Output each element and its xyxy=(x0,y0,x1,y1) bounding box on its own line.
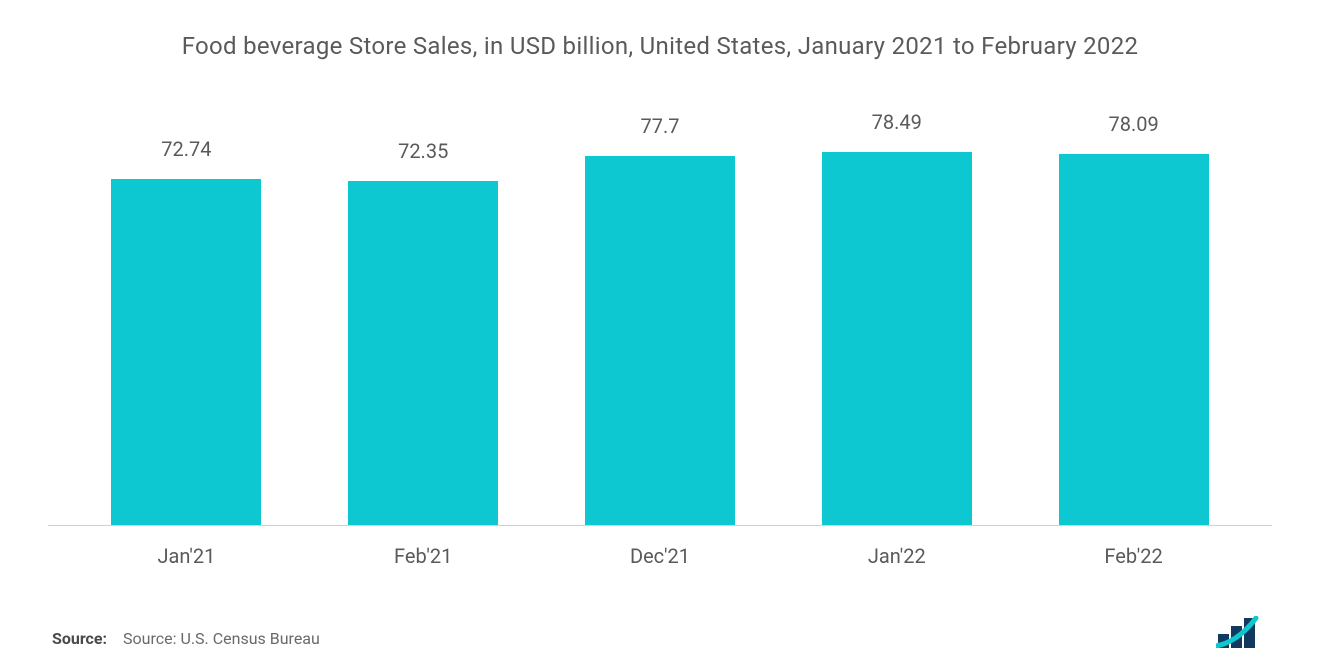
bar-group-4: 78.09 xyxy=(1015,112,1252,525)
bar-group-0: 72.74 xyxy=(68,137,305,525)
x-label-0: Jan'21 xyxy=(68,536,305,568)
chart-title: Food beverage Store Sales, in USD billio… xyxy=(48,32,1272,60)
bar-value-1: 72.35 xyxy=(398,139,448,163)
bar-value-2: 77.7 xyxy=(640,114,679,138)
bar-group-2: 77.7 xyxy=(542,114,779,525)
bar-1 xyxy=(348,181,498,525)
bar-value-4: 78.09 xyxy=(1108,112,1158,136)
bar-value-0: 72.74 xyxy=(161,137,211,161)
x-label-2: Dec'21 xyxy=(542,536,779,568)
bar-4 xyxy=(1059,154,1209,525)
chart-container: Food beverage Store Sales, in USD billio… xyxy=(0,0,1320,665)
footer: Source: Source: U.S. Census Bureau xyxy=(48,616,1272,648)
x-label-4: Feb'22 xyxy=(1015,536,1252,568)
bar-group-1: 72.35 xyxy=(305,139,542,525)
bar-3 xyxy=(822,152,972,525)
x-label-3: Jan'22 xyxy=(778,536,1015,568)
bar-0 xyxy=(111,179,261,525)
x-label-1: Feb'21 xyxy=(305,536,542,568)
plot-area: 72.74 72.35 77.7 78.49 78.09 xyxy=(48,110,1272,525)
x-axis: Jan'21 Feb'21 Dec'21 Jan'22 Feb'22 xyxy=(48,525,1272,568)
bar-2 xyxy=(585,156,735,525)
bar-group-3: 78.49 xyxy=(778,110,1015,525)
source-label: Source: xyxy=(52,629,107,648)
source-text: Source: U.S. Census Bureau xyxy=(123,629,320,648)
source-line: Source: Source: U.S. Census Bureau xyxy=(52,629,320,648)
brand-logo-icon xyxy=(1216,616,1268,648)
bar-value-3: 78.49 xyxy=(872,110,922,134)
